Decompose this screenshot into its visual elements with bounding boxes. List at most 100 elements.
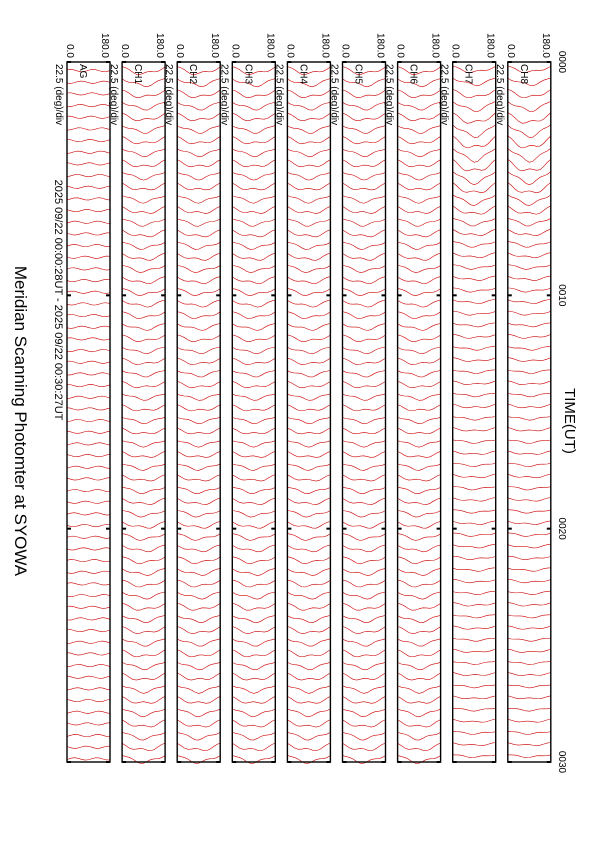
trace-line [397,497,441,505]
trace-line [232,497,276,505]
trace-line [66,349,111,353]
trace-line [177,264,221,273]
trace-line [507,217,551,227]
trace-line [397,638,441,647]
trace-line [66,442,111,446]
trace-line [342,602,386,611]
trace-line [507,625,551,630]
trace-line [177,662,221,671]
trace-line [397,241,441,250]
trace-line [287,417,331,425]
panel-ag: 180.0 0.0AG 22.5 (deg)/div [53,33,111,763]
trace-line [342,195,386,204]
trace-line [66,115,111,119]
trace-line [66,547,111,551]
trace-line [452,322,496,328]
trace-line [121,521,166,529]
trace-line [397,591,441,600]
trace-line [232,381,276,389]
trace-line [287,579,331,588]
trace-line [452,661,496,665]
trace-line [342,556,386,565]
trace-line [507,450,551,455]
trace-line [287,615,331,623]
trace-line [287,276,331,284]
trace-line [397,172,441,181]
trace-line [66,197,111,201]
trace-line [121,89,166,98]
trace-line [287,252,331,261]
trace-line [66,232,111,236]
trace-line [342,638,386,647]
trace-line [232,662,276,671]
trace-line [342,393,386,401]
trace-line [507,287,551,293]
trace-line [177,556,221,565]
trace-line [287,463,331,471]
trace-line [232,510,276,518]
trace-line [452,310,496,316]
trace-line [232,708,276,718]
trace-line [66,314,111,318]
trace-line [177,427,221,435]
trace-line [122,241,166,250]
trace-line [177,89,221,98]
trace-line [397,288,441,296]
trace-line [397,299,441,308]
trace-line [66,69,111,73]
trace-line [452,171,496,186]
scale-label: 22.5 (deg)/div [439,64,450,125]
panel-frame [231,61,276,763]
trace-line [177,417,221,425]
y-tick-label: 180.0 [375,33,386,58]
trace-line [122,440,166,448]
trace-line [507,112,551,124]
trace-line [507,532,551,537]
trace-line [177,393,221,401]
trace-line [507,473,551,479]
trace-line [177,497,221,505]
panel-frame [396,61,442,763]
trace-line [177,742,221,752]
trace-line [232,393,276,401]
trace-line [507,555,551,560]
trace-line [342,288,386,296]
trace-line [342,112,386,122]
trace-line [452,439,496,444]
channel-label: CH6 [408,64,419,84]
trace-line [121,427,166,435]
y-tick-label: 180.0 [430,33,441,58]
trace-line [287,591,331,600]
trace-line [177,474,221,482]
trace-line [397,229,441,238]
trace-line [342,357,386,366]
trace-line [287,182,331,191]
trace-line [232,486,276,494]
trace-line [397,357,441,366]
trace-line [397,206,441,214]
y-tick-label: 0.0 [505,44,516,58]
trace-line [452,462,496,468]
trace-line [66,384,111,388]
trace-line [66,734,111,738]
trace-line [177,136,221,145]
trace-line [66,500,111,504]
y-tick-label: 0.0 [340,44,351,58]
trace-line [287,685,331,694]
trace-line [287,241,331,250]
trace-line [232,357,276,366]
trace-line [177,731,221,741]
trace-line [66,174,111,178]
trace-line [452,672,496,676]
trace-line [121,299,166,308]
trace-line [232,334,276,342]
trace-line [177,708,221,718]
trace-line [177,288,221,296]
trace-line [452,637,496,642]
trace-line [397,125,441,134]
trace-line [452,590,496,595]
trace-line [177,370,221,378]
trace-line [397,731,441,741]
